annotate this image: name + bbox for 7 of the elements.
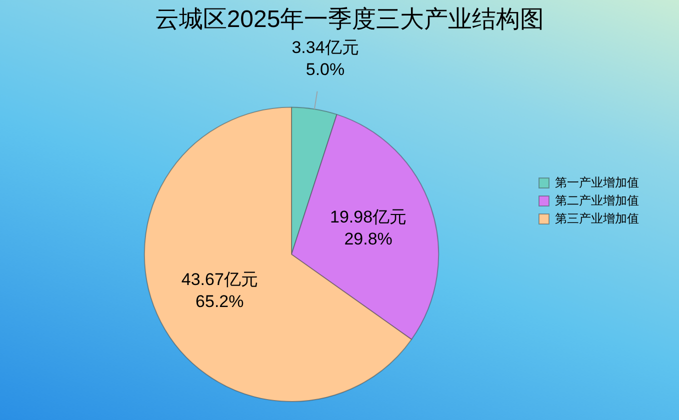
chart-title: 云城区2025年一季度三大产业结构图 [154,6,544,34]
legend-label: 第一产业增加值 [555,175,639,190]
data-label: 19.98亿元 29.8% [330,208,407,249]
legend-label: 第二产业增加值 [555,193,639,208]
data-label: 43.67亿元 65.2% [181,270,258,312]
data-label: 3.34亿元 5.0% [292,38,359,80]
legend-label: 第三产业增加值 [555,211,639,226]
